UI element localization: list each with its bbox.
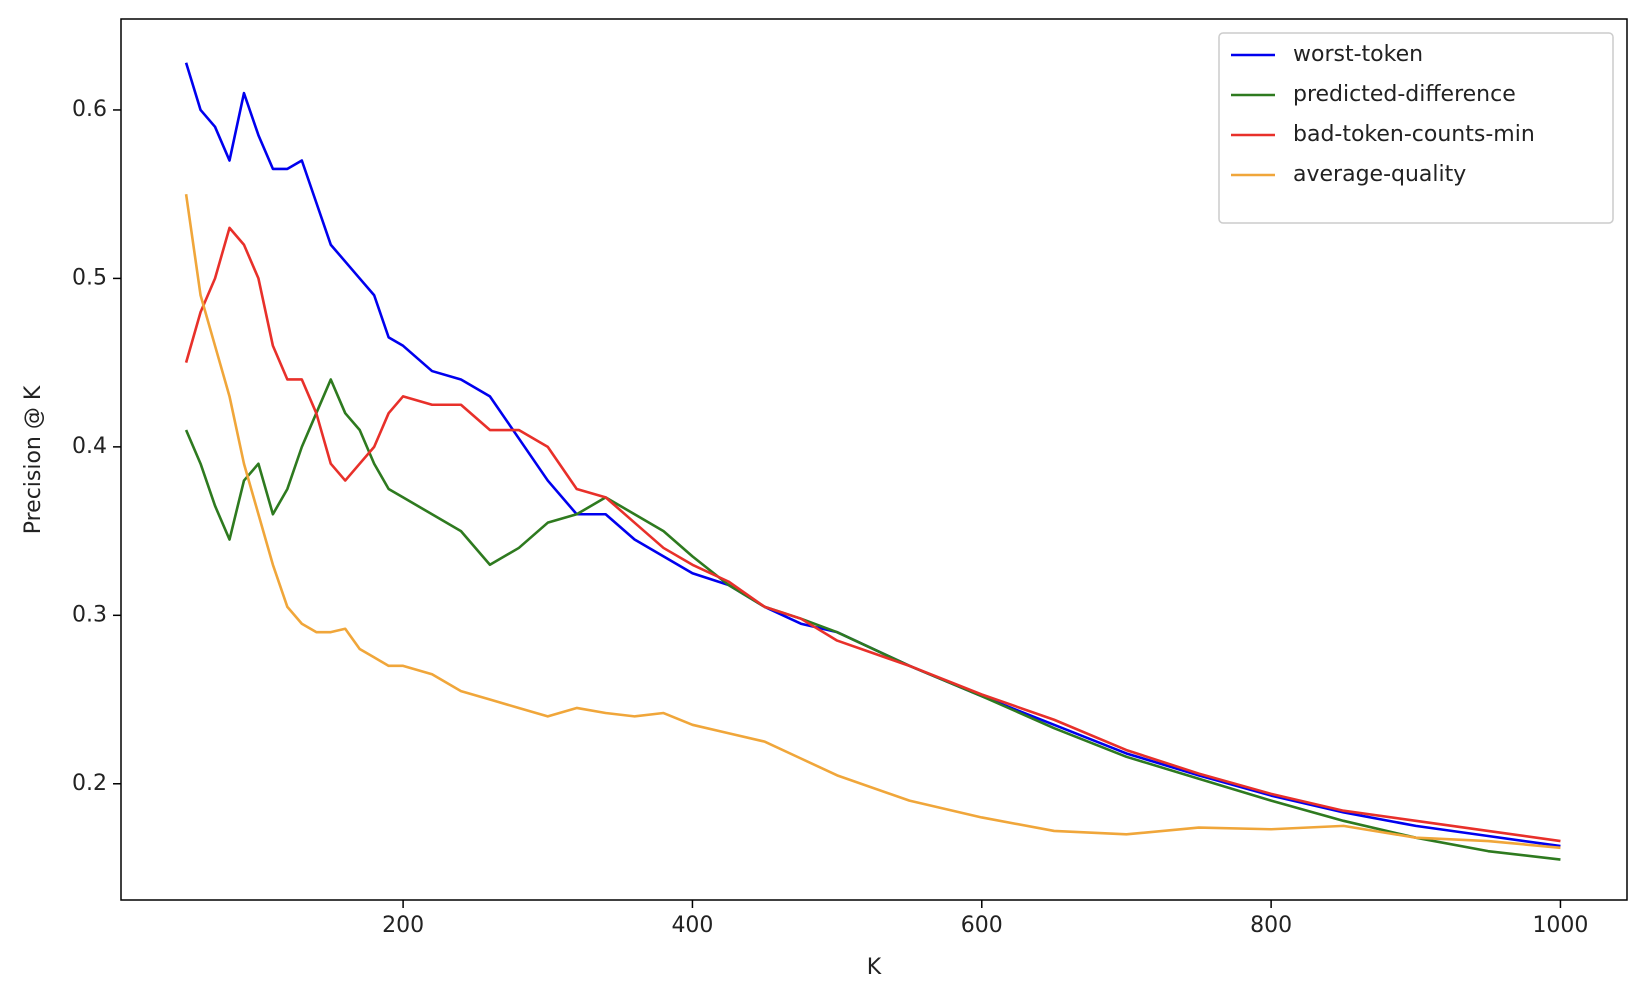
legend-label: predicted-difference: [1293, 82, 1516, 107]
x-tick-label: 800: [1250, 913, 1292, 938]
y-tick-label: 0.6: [72, 97, 107, 122]
legend-box: [1218, 32, 1614, 224]
plot-frame: [120, 18, 1628, 901]
y-tick-label: 0.4: [72, 434, 107, 459]
y-tick-label: 0.2: [72, 771, 107, 796]
x-tick-label: 200: [382, 913, 424, 938]
legend-label: worst-token: [1293, 42, 1423, 67]
x-axis-label: K: [867, 955, 882, 980]
series-line: [184, 378, 1561, 861]
legend-label: average-quality: [1293, 162, 1466, 187]
x-tick-label: 600: [961, 913, 1003, 938]
legend-label: bad-token-counts-min: [1293, 122, 1535, 147]
series-line: [184, 226, 1561, 843]
series-line: [184, 194, 1561, 850]
series-line: [184, 62, 1561, 848]
y-axis-label: Precision @ K: [21, 385, 46, 534]
y-tick-label: 0.5: [72, 265, 107, 290]
y-tick-label: 0.3: [72, 602, 107, 627]
x-tick-label: 1000: [1532, 913, 1588, 938]
x-tick-label: 400: [671, 913, 713, 938]
